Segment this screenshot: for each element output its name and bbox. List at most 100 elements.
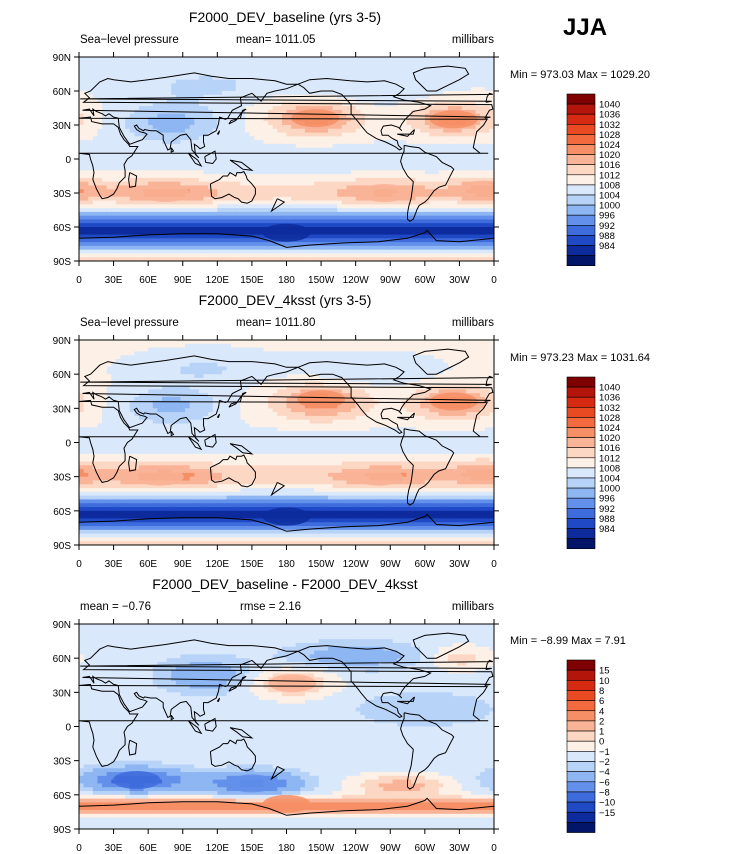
- coastline-11: [204, 150, 217, 165]
- coastline-2: [79, 683, 489, 767]
- colorbar-label: 1000: [599, 484, 620, 495]
- colorbar-label: 984: [599, 241, 615, 252]
- colorbar-label: 1036: [599, 393, 620, 404]
- colorbar-swatch: [566, 822, 596, 833]
- colorbar-label: 1032: [599, 403, 620, 414]
- colorbar: 1040103610321028102410201016101210081004…: [566, 93, 620, 267]
- lon-label: 0: [491, 559, 497, 570]
- colorbar-label: 996: [599, 494, 615, 505]
- coastline-11: [204, 433, 217, 448]
- panel-right-label: millibars: [452, 34, 494, 46]
- colorbar-swatch: [566, 771, 596, 783]
- colorbar-label: 1024: [599, 140, 620, 151]
- coastline-1: [400, 428, 455, 506]
- panel-title: F2000_DEV_4ksst (yrs 3-5): [199, 292, 372, 308]
- lon-label: 90W: [380, 275, 401, 286]
- lon-label: 90W: [380, 559, 401, 570]
- panel-center-label: rmse = 2.16: [240, 601, 301, 613]
- lon-label: 30E: [105, 843, 123, 854]
- feature-north-pacific-high: [297, 390, 346, 409]
- coastline-3: [82, 355, 494, 442]
- feature-south-pacific-high: [360, 184, 409, 202]
- coastline-8: [228, 391, 247, 408]
- colorbar-swatch: [566, 134, 596, 145]
- colorbar-label: 992: [599, 504, 615, 515]
- lon-label: 120E: [206, 275, 230, 286]
- coastline-7: [80, 659, 493, 671]
- colorbar-swatch: [566, 154, 596, 166]
- coastline-2: [79, 116, 489, 200]
- lat-label: 90N: [53, 53, 71, 64]
- lat-label: 30S: [53, 757, 71, 768]
- lat-label: 30N: [53, 404, 71, 415]
- colorbar: 1040103610321028102410201016101210081004…: [566, 376, 620, 549]
- lat-label: 60S: [53, 791, 71, 802]
- coastline-4: [209, 170, 256, 204]
- colorbar-swatch: [566, 103, 596, 115]
- coastline-3: [82, 639, 494, 726]
- colorbar-label: 984: [599, 524, 615, 535]
- panel-left-label: mean = −0.76: [80, 601, 151, 613]
- coastline-16: [397, 129, 415, 137]
- lon-label: 60E: [139, 843, 157, 854]
- feature-southern-ocean-trough: [262, 223, 311, 242]
- colorbar-swatch: [566, 437, 596, 449]
- colorbar-swatch: [566, 427, 596, 438]
- feature-south-indian-high: [141, 184, 190, 202]
- coastline-14: [170, 430, 175, 437]
- lon-label: 60W: [415, 843, 436, 854]
- lon-label: 120W: [343, 275, 370, 286]
- colorbar-label: 1012: [599, 453, 620, 464]
- coastline-5: [412, 632, 470, 659]
- lat-label: 0: [65, 439, 71, 450]
- colorbar-label: −8: [599, 787, 610, 798]
- colorbar-swatch: [566, 406, 596, 418]
- colorbar-swatch: [566, 720, 596, 732]
- lat-label: 60S: [53, 507, 71, 518]
- lon-label: 60W: [415, 559, 436, 570]
- coastline-15: [216, 413, 221, 418]
- lon-label: 120E: [206, 559, 230, 570]
- lat-label: 0: [65, 723, 71, 734]
- colorbar-label: 1032: [599, 120, 620, 131]
- lon-label: 150E: [240, 843, 264, 854]
- colorbar-label: 6: [599, 696, 604, 707]
- coastline-13: [270, 198, 286, 213]
- feature-antarctic-ring-high: [262, 794, 311, 813]
- colorbar-swatch: [566, 538, 596, 549]
- colorbar-swatch: [566, 457, 596, 469]
- lon-label: 90E: [174, 843, 192, 854]
- lon-label: 120W: [343, 843, 370, 854]
- lat-label: 90N: [53, 336, 71, 347]
- colorbar-swatch: [566, 396, 596, 408]
- lat-label: 30N: [53, 121, 71, 132]
- coastline-3: [82, 72, 494, 159]
- colorbar-swatch: [566, 781, 596, 793]
- colorbar-swatch: [566, 487, 596, 499]
- coastline-4: [209, 454, 256, 488]
- feature-north-pacific-high: [291, 109, 340, 128]
- lon-label: 180: [278, 275, 295, 286]
- colorbar-label: 1: [599, 727, 604, 738]
- coastline-0: [297, 645, 432, 718]
- colorbar-swatch: [566, 386, 596, 398]
- colorbar-swatch: [566, 710, 596, 722]
- colorbar-swatch: [566, 376, 596, 388]
- colorbar-swatch: [566, 417, 596, 428]
- colorbar-label: −10: [599, 798, 615, 809]
- feature-south-atlantic-high: [458, 180, 494, 199]
- colorbar-swatch: [566, 801, 596, 813]
- colorbar-label: 1040: [599, 100, 620, 111]
- coastline-12: [229, 443, 254, 455]
- coastline-16: [397, 412, 415, 421]
- colorbar-swatch: [566, 124, 596, 135]
- coastline-1: [400, 144, 455, 222]
- panel-right-label: millibars: [452, 317, 494, 329]
- colorbar-label: 992: [599, 221, 615, 232]
- lon-label: 150W: [308, 843, 335, 854]
- coastline-0: [297, 361, 432, 434]
- panel-left-label: Sea−level pressure: [80, 317, 179, 329]
- coastline-10: [188, 152, 203, 167]
- feature-south-pacific-low: [227, 774, 276, 793]
